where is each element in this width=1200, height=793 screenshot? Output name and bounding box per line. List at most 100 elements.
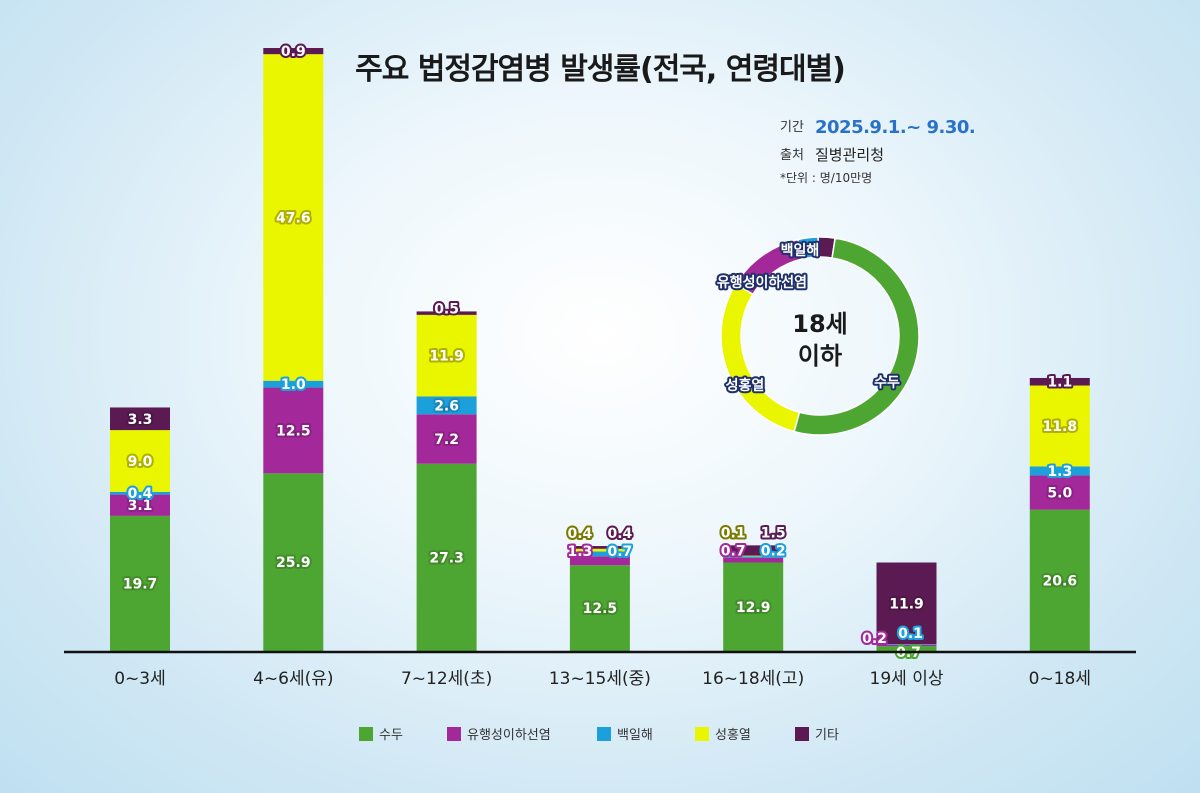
legend-swatch [795,727,809,741]
value-label: 25.9 [276,555,311,571]
bar-group: 25.9 12.5 47.6 1.0 0.9 [263,42,324,651]
bar-segment [723,555,784,557]
donut-slice-label: 수두 [874,375,900,391]
value-label: 0.4 [128,486,153,502]
bar-segment [263,48,324,55]
value-label: 0.7 [721,543,746,559]
legend-swatch [597,727,611,741]
bar-segment [110,515,170,651]
value-label: 0.9 [281,44,306,60]
x-tick-label: 7~12세(초) [401,669,492,689]
value-label: 11.8 [1043,419,1078,435]
legend-item: 수두 [359,727,403,743]
value-label: 12.5 [583,601,618,617]
x-tick-label: 16~18세(고) [702,669,804,689]
bar-segment [876,646,937,651]
x-tick-label: 19세 이상 [870,669,944,689]
x-tick-label: 13~15세(중) [549,669,651,689]
bar-segment [1029,385,1090,467]
legend-label: 백일해 [617,728,653,743]
legend-item: 유행성이하선염 [447,727,551,743]
bar-segment [263,380,324,388]
bar-segment [723,557,784,563]
donut-slice-label: 유행성이하선염 [717,274,807,291]
chart-title: 주요 법정감염병 발생률(전국, 연령대별) [355,52,845,87]
x-tick-label: 0~3세 [114,669,166,689]
value-label: 0.5 [434,301,459,317]
value-label: 7.2 [434,432,459,448]
bar-segment [876,644,937,647]
bar-segment [569,551,630,557]
value-label: 5.0 [1047,486,1072,502]
value-label: 0.2 [761,543,786,559]
donut-slice-label: 백일해 [781,243,820,259]
bar-plot-area: 19.7 3.1 9.0 3.3 0.4 25.9 12.5 47.6 1.0 0.9 27.3 7.… [110,42,1090,663]
bar-group: 12.9 0.7 0.2 0.1 1.5 [719,523,788,651]
donut-slice [720,282,801,433]
bar-group: 19.7 3.1 9.0 3.3 0.4 [110,407,170,651]
bar-segment [110,407,170,431]
bar-segment [1029,475,1090,510]
value-label: 11.9 [429,349,464,365]
bar-segment [263,54,324,381]
x-axis-tick-labels: 0~3세 4~6세(유) 7~12세(초) 13~15세(중) 16~18세(고) 19세… [114,669,1091,689]
bar-segment [723,562,784,651]
bar-group: 20.6 5.0 11.8 1.3 1.1 [1029,373,1090,651]
value-label: 27.3 [429,550,464,566]
value-label: 19.7 [123,576,158,592]
legend-label: 성홍열 [715,728,751,743]
period-key: 기간 [780,120,804,135]
source-value: 질병관리청 [815,146,884,164]
donut-center-label: 이하 [798,342,842,370]
value-label: 47.6 [276,210,311,226]
bar-segment [416,414,477,464]
value-label: 1.3 [1047,464,1072,480]
value-label: 2.6 [434,398,459,414]
bar-segment [569,556,630,566]
bar-segment [416,396,477,415]
value-label: 1.5 [761,525,786,541]
donut-center-label: 18세 [792,310,847,338]
legend-label: 기타 [815,728,839,743]
x-tick-label: 4~6세(유) [253,669,333,689]
bar-segment [416,463,477,651]
bar-segment [416,314,477,397]
legend-swatch [695,727,709,741]
legend-label: 수두 [379,728,403,743]
bar-segment [876,562,937,645]
bar-segment [263,473,324,651]
bar-segment [723,545,784,556]
value-label: 1.1 [1047,375,1072,391]
legend: 수두 유행성이하선염 백일해 성홍열 기타 [359,727,839,743]
bar-segment [110,494,170,516]
bar-segment [416,311,477,315]
legend-swatch [447,727,461,741]
value-label: 11.9 [889,596,924,612]
value-label: 0.2 [862,631,887,647]
value-label: 3.1 [128,498,153,514]
legend-swatch [359,727,373,741]
unit-note: *단위 : 명/10만명 [780,171,872,185]
legend-item: 성홍열 [695,727,751,743]
value-label: 0.1 [721,525,746,541]
bar-segment [723,556,784,558]
bar-segment [569,546,630,549]
bar-segment [110,430,170,492]
value-label: 0.7 [607,544,632,560]
value-label: 0.4 [567,526,592,542]
value-label: 20.6 [1043,573,1078,589]
source-key: 출처 [780,148,804,163]
bar-segment [1029,377,1090,386]
bar-group: 12.5 1.3 0.7 0.4 0.4 [565,524,635,651]
value-label: 9.0 [128,454,153,470]
bar-segment [1029,466,1090,476]
bar-segment [1029,509,1090,651]
donut-slice-label: 성홍열 [726,377,765,394]
bar-segment [110,491,170,495]
period-value: 2025.9.1.~ 9.30. [815,117,975,138]
value-label: 0.1 [898,626,923,642]
value-label: 12.9 [736,600,771,616]
value-label: 12.5 [276,423,311,439]
